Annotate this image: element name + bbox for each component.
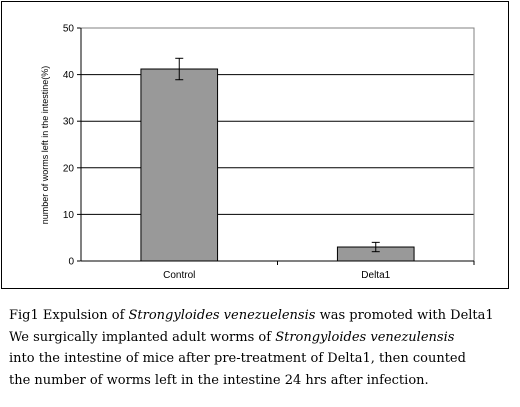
y-axis-label: number of worms left in the intestine(%) <box>40 66 50 225</box>
gridlines <box>81 27 474 215</box>
y-tick-label: 30 <box>63 117 75 128</box>
error-bars <box>175 57 380 253</box>
species-name: Strongyloides venezulensis <box>275 329 455 345</box>
caption-text: We surgically implanted adult worms of <box>9 329 276 345</box>
caption-text: Fig1 Expulsion of <box>9 308 129 323</box>
y-tick-label: 40 <box>63 70 75 81</box>
species-name: Strongyloides venezuelensis <box>128 308 316 323</box>
plot-area-border <box>80 27 475 262</box>
bar-chart: 0 10 20 30 40 50 Control Delta1 number of worm… <box>40 24 475 281</box>
x-category-label: Control <box>163 270 195 281</box>
y-tick-label: 20 <box>63 163 75 174</box>
chart-frame: 0 10 20 30 40 50 Control Delta1 number of worm… <box>1 1 509 289</box>
y-tick-label: 50 <box>63 24 75 35</box>
caption-text: was promoted with Delta1 <box>315 308 494 323</box>
bar <box>140 68 219 262</box>
y-tick-label: 10 <box>63 210 75 221</box>
axes <box>77 27 475 265</box>
y-tick-labels: 0 10 20 30 40 50 <box>63 24 75 268</box>
figure-caption: Fig1 Expulsion of Strongyloides venezuel… <box>9 305 514 391</box>
y-tick-label: 0 <box>68 257 74 268</box>
bars <box>140 68 415 262</box>
caption-line-3: into the intestine of mice after pre-tre… <box>9 351 466 366</box>
caption-line-1: Fig1 Expulsion of Strongyloides venezuel… <box>9 305 514 327</box>
caption-line-4: the number of worms left in the intestin… <box>9 372 429 388</box>
x-category-labels: Control Delta1 <box>163 270 391 281</box>
x-category-label: Delta1 <box>361 270 390 281</box>
caption-line-2: We surgically implanted adult worms of S… <box>9 327 514 349</box>
